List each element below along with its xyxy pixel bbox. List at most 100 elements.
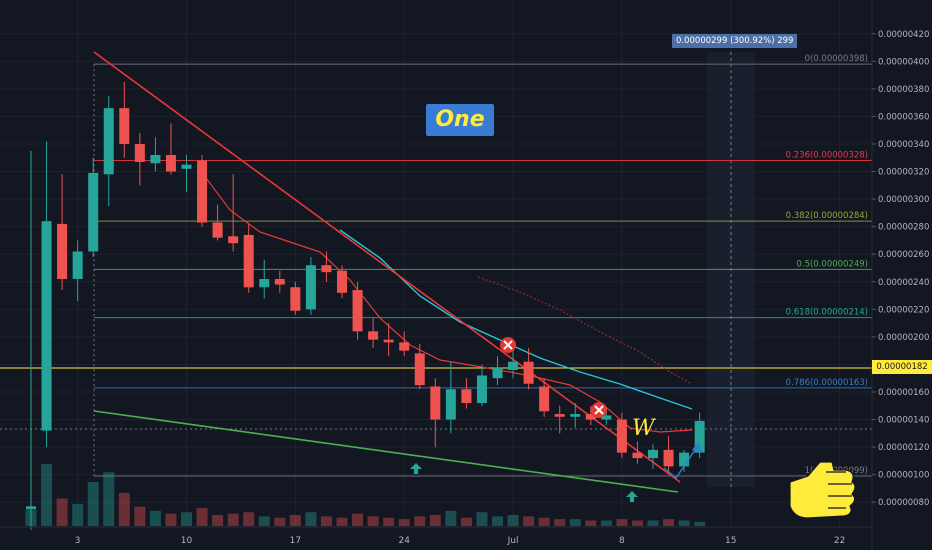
volume-bar <box>320 516 332 526</box>
fib-level-label: 0.618(0.00000214) <box>786 308 868 318</box>
volume-bar <box>523 516 535 526</box>
candle-body <box>399 342 410 351</box>
volume-bar <box>134 506 146 526</box>
candle-body <box>585 414 596 420</box>
candle-body <box>616 419 627 453</box>
candle-body <box>119 108 130 144</box>
volume-bar <box>569 519 581 526</box>
x-tick-label: 22 <box>834 536 845 546</box>
volume-bar <box>289 514 301 526</box>
candle-body <box>274 279 285 285</box>
x-tick-label: 3 <box>75 536 81 546</box>
x-tick-label: Jul <box>507 536 519 546</box>
y-tick-label: 0.00000400 <box>878 57 929 67</box>
candle-body <box>461 389 472 404</box>
candle-body <box>554 414 565 417</box>
y-tick-label: 0.00000280 <box>878 223 929 233</box>
y-axis[interactable]: 0.00000420 0.00000400 0.00000380 0.00000360… <box>872 30 929 508</box>
y-tick-label: 0.00000100 <box>878 471 929 481</box>
volume-bar <box>227 513 239 526</box>
candle-body <box>228 236 239 244</box>
candle-body <box>181 164 192 169</box>
candle-body <box>243 234 254 288</box>
fib-level-label: 0.5(0.00000249) <box>796 259 868 269</box>
candle-body <box>103 108 114 175</box>
y-tick-label: 0.00000380 <box>878 85 929 95</box>
candle-body <box>476 375 487 404</box>
volume-bar <box>600 520 612 526</box>
cross-circle-icon <box>500 337 516 353</box>
volume-bar <box>258 516 270 526</box>
candle-body <box>197 160 208 223</box>
x-tick-label: 8 <box>619 536 625 546</box>
y-tick-label: 0.00000340 <box>878 140 929 150</box>
y-tick-label: 0.00000240 <box>878 278 929 288</box>
volume-bar <box>631 520 643 526</box>
volume-bar <box>149 510 161 526</box>
volume-bar <box>72 503 84 526</box>
y-tick-label: 0.00000140 <box>878 416 929 426</box>
volume-bar <box>554 519 566 526</box>
candle-body <box>134 144 145 162</box>
volume-bar <box>103 472 115 526</box>
candle-body <box>321 265 332 273</box>
y-tick-label: 0.00000160 <box>878 388 929 398</box>
volume-bar <box>196 508 208 526</box>
x-tick-label: 24 <box>398 536 410 546</box>
up-arrow-icon <box>410 463 422 474</box>
volume-bar <box>336 517 348 526</box>
candle-body <box>539 386 550 412</box>
fib-level-label: 0.786(0.00000163) <box>786 378 868 388</box>
candle-body <box>570 414 581 417</box>
candle-body <box>445 389 456 420</box>
volume-bar <box>678 520 690 526</box>
volume-bar <box>647 520 659 526</box>
fib-level-label: 0.382(0.00000284) <box>786 211 868 221</box>
volume-bar <box>694 521 706 526</box>
volume-bar <box>212 514 224 526</box>
volume-bar <box>414 516 426 526</box>
candle-body <box>430 386 441 420</box>
y-tick-label: 0.00000220 <box>878 305 929 315</box>
volume-bar <box>56 498 68 526</box>
current-price-tag: 0.00000182 <box>872 360 932 374</box>
volume-bar <box>663 519 675 526</box>
downtrend-line[interactable] <box>93 51 681 483</box>
volume-bar <box>616 519 628 526</box>
volume-bar <box>585 520 597 526</box>
x-tick-label: 17 <box>290 536 301 546</box>
w-pattern-label: W <box>632 416 655 441</box>
volume-bar <box>383 517 395 526</box>
volume-bar <box>460 517 472 526</box>
volume-bar <box>118 492 130 526</box>
candle-body <box>259 279 270 288</box>
x-tick-label: 10 <box>181 536 193 546</box>
candle-body <box>523 361 534 384</box>
x-axis[interactable]: 3 10 17 24 Jul 8 15 22 <box>75 536 846 546</box>
volume-bar <box>274 517 286 526</box>
volume-bar <box>398 519 410 526</box>
candle-body <box>492 367 503 379</box>
ma-long <box>477 276 693 385</box>
candle-body <box>679 452 690 467</box>
volume-bar <box>41 464 53 526</box>
volume-bar <box>352 513 364 526</box>
up-arrow-icon <box>626 491 638 502</box>
y-tick-label: 0.00000120 <box>878 443 929 453</box>
candle-body <box>663 449 674 467</box>
candles <box>26 82 705 530</box>
candle-body <box>26 506 36 510</box>
projection-arrow-head <box>692 442 703 452</box>
measure-label: 0.00000299 (300.92%) 299 <box>672 34 798 48</box>
ma-red <box>199 169 693 433</box>
candle-body <box>383 339 394 343</box>
volume-bar <box>87 481 99 526</box>
volume-bar <box>492 516 503 526</box>
y-tick-label: 0.00000320 <box>878 168 929 178</box>
candle-body <box>72 251 83 280</box>
y-tick-label: 0.00000200 <box>878 333 929 343</box>
candle-body <box>352 290 363 332</box>
support-line[interactable] <box>93 410 679 493</box>
